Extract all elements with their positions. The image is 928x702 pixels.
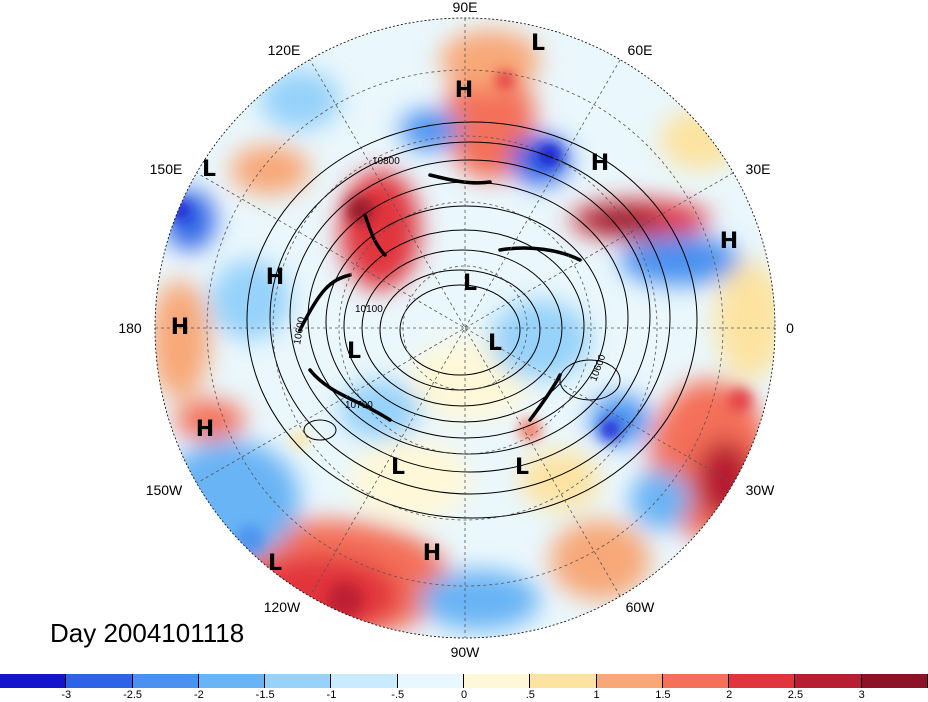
low-center: L bbox=[202, 157, 216, 182]
low-center: L bbox=[531, 31, 545, 56]
lon-label-60w: 60W bbox=[626, 599, 656, 615]
contour-label: 10100 bbox=[355, 304, 383, 315]
colorbar-tick-label: 1 bbox=[593, 689, 600, 701]
colorbar-tick-label: -2.5 bbox=[123, 689, 143, 701]
high-center: H bbox=[591, 151, 609, 176]
high-center: H bbox=[171, 315, 189, 340]
lon-label-60e: 60E bbox=[628, 42, 653, 58]
high-center: H bbox=[720, 229, 738, 254]
low-center: L bbox=[463, 271, 477, 296]
colorbar-tick-label: 3 bbox=[858, 689, 865, 701]
contour-label: 10600 bbox=[292, 316, 308, 346]
lon-label-180: 180 bbox=[118, 320, 142, 336]
colorbar-segment bbox=[795, 674, 862, 688]
colorbar-segment bbox=[397, 674, 464, 688]
colorbar-tick-label: .5 bbox=[525, 689, 535, 701]
high-center: H bbox=[423, 541, 441, 566]
colorbar-segment bbox=[66, 674, 133, 688]
colorbar-tick-label: 1.5 bbox=[655, 689, 671, 701]
polar-stereographic-map: 90E 60E 30E 0 30W 60W 90W 120W 150W 180 … bbox=[118, 0, 794, 660]
low-center: L bbox=[347, 339, 361, 364]
colorbar-segment bbox=[662, 674, 730, 688]
low-center: L bbox=[515, 455, 529, 480]
colorbar-tick-label: 2.5 bbox=[787, 689, 804, 701]
colorbar-segment bbox=[861, 674, 928, 688]
colorbar: -3 -2.5 -2 -1.5 -1 -.5 0 .5 1 1.5 2 2.5 3 bbox=[0, 674, 928, 702]
lon-label-150e: 150E bbox=[150, 161, 183, 177]
lon-label-90w: 90W bbox=[451, 644, 481, 660]
contour-label: 10800 bbox=[372, 156, 400, 167]
colorbar-segment bbox=[0, 674, 67, 688]
lon-label-120e: 120E bbox=[268, 42, 301, 58]
lon-label-150w: 150W bbox=[146, 482, 183, 498]
lon-label-30e: 30E bbox=[746, 161, 771, 177]
low-center: L bbox=[488, 331, 502, 356]
colorbar-segment bbox=[530, 674, 597, 688]
colorbar-tick-label: -1.5 bbox=[255, 689, 275, 701]
colorbar-tick-label: 2 bbox=[726, 689, 733, 701]
longitude-labels: 90E 60E 30E 0 30W 60W 90W 120W 150W 180 … bbox=[118, 0, 794, 660]
colorbar-tick-label: -2 bbox=[193, 689, 204, 701]
lon-label-120w: 120W bbox=[264, 599, 301, 615]
colorbar-segment bbox=[132, 674, 199, 688]
graticule bbox=[155, 18, 775, 638]
contour-label: 10700 bbox=[345, 400, 373, 411]
colorbar-tick-label: -.5 bbox=[391, 689, 405, 701]
low-center: L bbox=[391, 455, 405, 480]
colorbar-segment bbox=[464, 674, 531, 688]
colorbar-segment bbox=[729, 674, 796, 688]
colorbar-segment bbox=[198, 674, 266, 688]
high-center: H bbox=[196, 417, 214, 442]
pressure-centers: L H H L H H H L L L H H L L H L bbox=[171, 31, 738, 576]
lon-label-90e: 90E bbox=[453, 0, 478, 15]
colorbar-segment bbox=[265, 674, 332, 688]
colorbar-segment bbox=[596, 674, 663, 688]
anomaly-field bbox=[155, 18, 775, 638]
colorbar-tick-label: -1 bbox=[326, 689, 337, 701]
colorbar-segment bbox=[331, 674, 398, 688]
low-center: L bbox=[268, 551, 282, 576]
lon-label-0: 0 bbox=[786, 320, 794, 336]
high-center: H bbox=[455, 78, 473, 103]
colorbar-tick-label: -3 bbox=[61, 689, 72, 701]
high-center: H bbox=[266, 265, 284, 290]
colorbar-tick-label: 0 bbox=[460, 689, 468, 701]
day-title: Day 2004101118 bbox=[50, 618, 245, 648]
lon-label-30w: 30W bbox=[746, 482, 776, 498]
